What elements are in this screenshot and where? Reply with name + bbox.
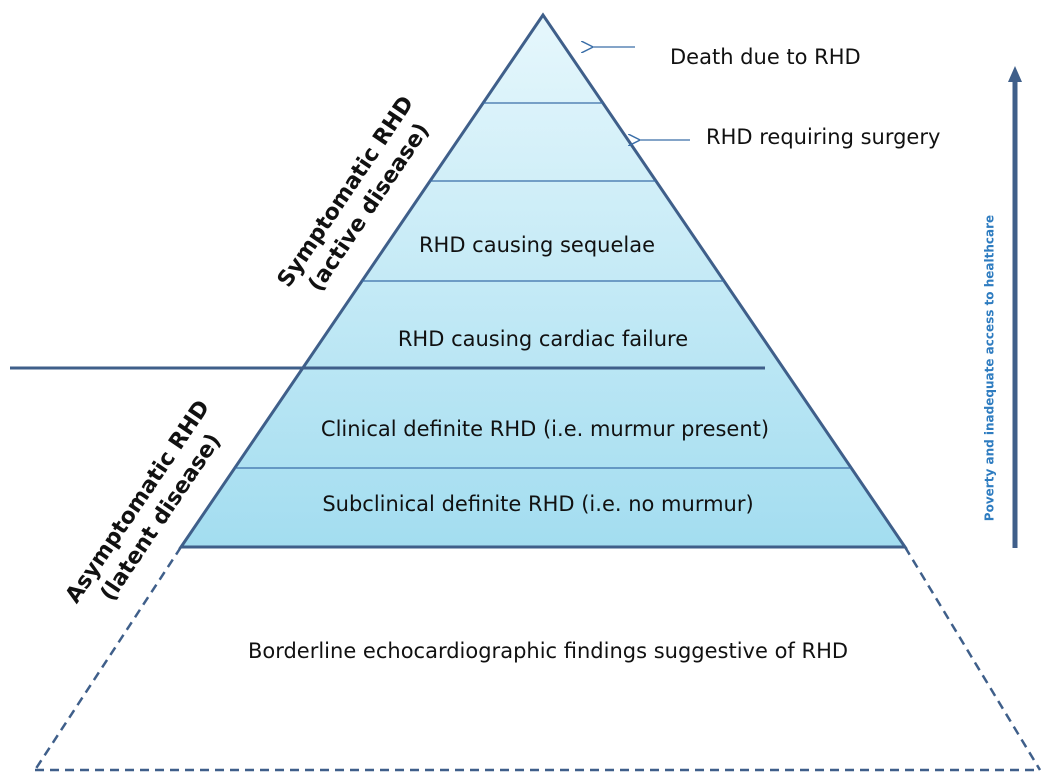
level-label: Subclinical definite RHD (i.e. no murmur… — [322, 492, 753, 516]
layer-lines — [235, 102, 851, 469]
level-label: Death due to RHD — [670, 45, 861, 69]
level-label: RHD causing cardiac failure — [398, 327, 688, 351]
level-label: RHD requiring surgery — [706, 125, 940, 149]
arrow-label: Poverty and inadequate access to healthc… — [983, 215, 997, 521]
dashed-base — [33, 546, 1042, 772]
level-label: Clinical definite RHD (i.e. murmur prese… — [321, 417, 769, 441]
level-label: RHD causing sequelae — [419, 233, 655, 257]
side-label-line: Asymptomatic RHD — [61, 396, 215, 608]
arrow-head — [1008, 66, 1022, 82]
level-label: Borderline echocardiographic findings su… — [248, 639, 848, 663]
